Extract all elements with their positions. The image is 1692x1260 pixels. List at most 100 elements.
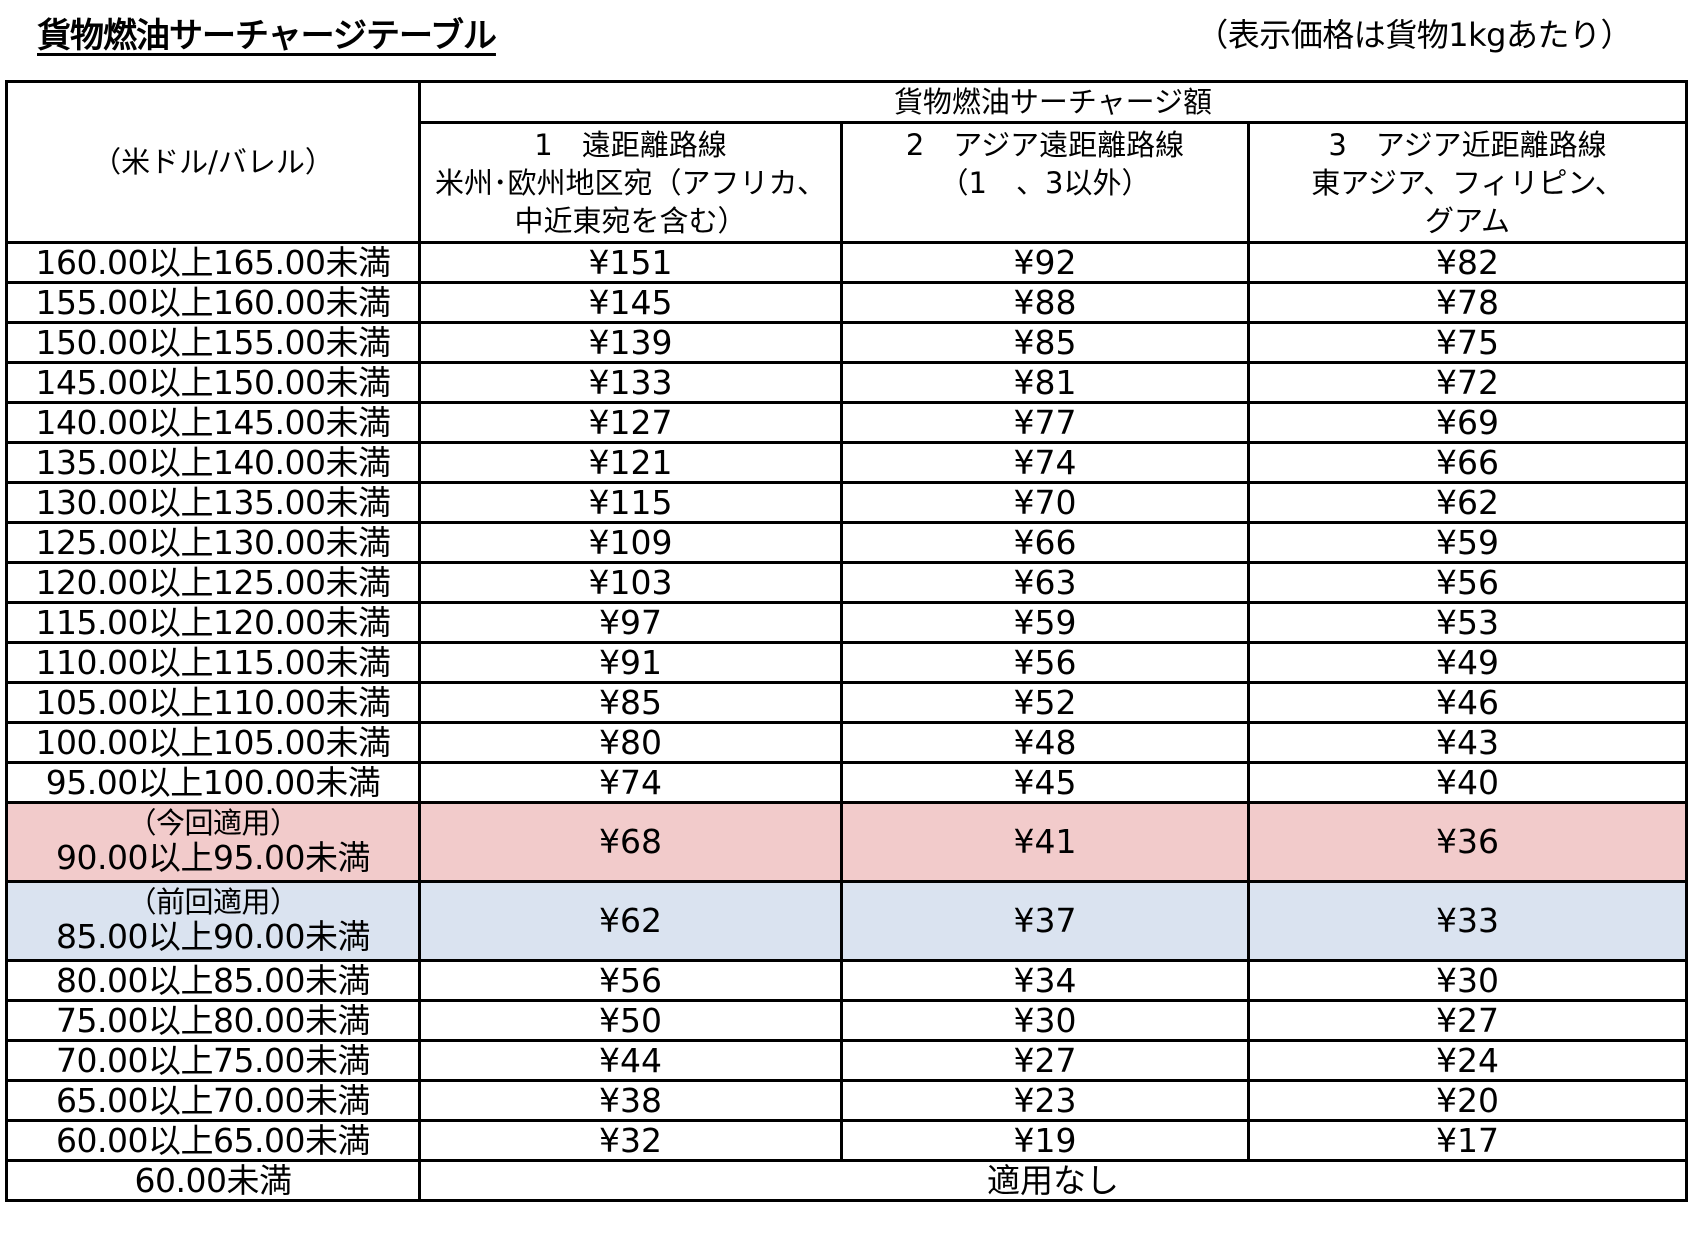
applied-period-note: （今回適用） (127, 806, 299, 840)
table-row: 75.00以上80.00未満 ¥50 ¥30 ¥27 (5, 999, 1688, 1042)
table-row: 95.00以上100.00未満 ¥74 ¥45 ¥40 (5, 761, 1688, 804)
range-text: 90.00以上95.00未満 (56, 838, 370, 877)
column-header-asia-short: 3 アジア近距離路線 東アジア、フィリピン、 グアム (1247, 121, 1688, 244)
table-row: 65.00以上70.00未満 ¥38 ¥23 ¥20 (5, 1079, 1688, 1122)
surcharge-value-cell: ¥20 (1247, 1079, 1688, 1122)
surcharge-value-cell: ¥85 (840, 321, 1250, 364)
surcharge-value-cell: ¥68 (418, 801, 843, 883)
surcharge-value-cell: ¥62 (418, 880, 843, 962)
surcharge-value-cell: ¥103 (418, 561, 843, 604)
column-header-line: 1 遠距離路線 (534, 127, 727, 162)
range-cell: 130.00以上135.00未満 (5, 481, 421, 524)
range-cell: 60.00以上65.00未満 (5, 1119, 421, 1162)
surcharge-value-cell: ¥33 (1247, 880, 1688, 962)
surcharge-value-cell: ¥34 (840, 959, 1250, 1002)
range-cell: 80.00以上85.00未満 (5, 959, 421, 1002)
column-header-line: 3 アジア近距離路線 (1328, 127, 1607, 162)
surcharge-value-cell: ¥17 (1247, 1119, 1688, 1162)
surcharge-value-cell: ¥74 (418, 761, 843, 804)
table-row: 160.00以上165.00未満 ¥151 ¥92 ¥82 (5, 241, 1688, 284)
range-cell: 105.00以上110.00未満 (5, 681, 421, 724)
range-cell: 75.00以上80.00未満 (5, 999, 421, 1042)
range-cell: 115.00以上120.00未満 (5, 601, 421, 644)
surcharge-value-cell: ¥127 (418, 401, 843, 444)
range-cell: （前回適用） 85.00以上90.00未満 (5, 880, 421, 962)
range-cell: 70.00以上75.00未満 (5, 1039, 421, 1082)
column-header-line: グアム (1425, 203, 1510, 238)
surcharge-value-cell: ¥56 (418, 959, 843, 1002)
surcharge-value-cell: ¥30 (840, 999, 1250, 1042)
range-cell: 150.00以上155.00未満 (5, 321, 421, 364)
surcharge-value-cell: ¥56 (840, 641, 1250, 684)
table-row: 105.00以上110.00未満 ¥85 ¥52 ¥46 (5, 681, 1688, 724)
range-column-header: （米ドル/バレル） (5, 80, 421, 244)
not-applicable-cell: 適用なし (418, 1159, 1688, 1202)
surcharge-value-cell: ¥24 (1247, 1039, 1688, 1082)
surcharge-value-cell: ¥115 (418, 481, 843, 524)
table-row: 140.00以上145.00未満 ¥127 ¥77 ¥69 (5, 401, 1688, 444)
table-row: 150.00以上155.00未満 ¥139 ¥85 ¥75 (5, 321, 1688, 364)
range-cell: 120.00以上125.00未満 (5, 561, 421, 604)
surcharge-value-cell: ¥53 (1247, 601, 1688, 644)
surcharge-group-header: 貨物燃油サーチャージ額 (418, 80, 1688, 124)
range-cell: 155.00以上160.00未満 (5, 281, 421, 324)
column-header-line: 米州･欧州地区宛（アフリカ、 (435, 165, 826, 200)
surcharge-value-cell: ¥37 (840, 880, 1250, 962)
surcharge-value-cell: ¥92 (840, 241, 1250, 284)
table-row: 115.00以上120.00未満 ¥97 ¥59 ¥53 (5, 601, 1688, 644)
surcharge-value-cell: ¥66 (840, 521, 1250, 564)
surcharge-value-cell: ¥85 (418, 681, 843, 724)
column-header-line: 中近東宛を含む） (514, 203, 747, 238)
table-row: 130.00以上135.00未満 ¥115 ¥70 ¥62 (5, 481, 1688, 524)
range-cell: 110.00以上115.00未満 (5, 641, 421, 684)
column-header-line: 2 アジア遠距離路線 (905, 127, 1185, 162)
range-cell: 140.00以上145.00未満 (5, 401, 421, 444)
surcharge-value-cell: ¥88 (840, 281, 1250, 324)
range-text: 85.00以上90.00未満 (56, 917, 370, 956)
surcharge-value-cell: ¥59 (840, 601, 1250, 644)
table-row: 125.00以上130.00未満 ¥109 ¥66 ¥59 (5, 521, 1688, 564)
range-cell: （今回適用） 90.00以上95.00未満 (5, 801, 421, 883)
surcharge-value-cell: ¥27 (840, 1039, 1250, 1082)
surcharge-value-cell: ¥97 (418, 601, 843, 644)
surcharge-value-cell: ¥23 (840, 1079, 1250, 1122)
surcharge-value-cell: ¥30 (1247, 959, 1688, 1002)
surcharge-value-cell: ¥48 (840, 721, 1250, 764)
surcharge-value-cell: ¥36 (1247, 801, 1688, 883)
surcharge-value-cell: ¥151 (418, 241, 843, 284)
surcharge-value-cell: ¥69 (1247, 401, 1688, 444)
surcharge-value-cell: ¥59 (1247, 521, 1688, 564)
table-row: 110.00以上115.00未満 ¥91 ¥56 ¥49 (5, 641, 1688, 684)
table-row: 145.00以上150.00未満 ¥133 ¥81 ¥72 (5, 361, 1688, 404)
surcharge-value-cell: ¥72 (1247, 361, 1688, 404)
surcharge-value-cell: ¥66 (1247, 441, 1688, 484)
range-cell: 125.00以上130.00未満 (5, 521, 421, 564)
table-row: 100.00以上105.00未満 ¥80 ¥48 ¥43 (5, 721, 1688, 764)
footer-range-cell: 60.00未満 (5, 1159, 421, 1202)
footer-row: 60.00未満 適用なし (5, 1159, 1688, 1202)
table-row: 120.00以上125.00未満 ¥103 ¥63 ¥56 (5, 561, 1688, 604)
table-row: 80.00以上85.00未満 ¥56 ¥34 ¥30 (5, 959, 1688, 1002)
surcharge-value-cell: ¥41 (840, 801, 1250, 883)
surcharge-value-cell: ¥38 (418, 1079, 843, 1122)
surcharge-value-cell: ¥82 (1247, 241, 1688, 284)
surcharge-value-cell: ¥70 (840, 481, 1250, 524)
range-cell: 145.00以上150.00未満 (5, 361, 421, 404)
surcharge-value-cell: ¥52 (840, 681, 1250, 724)
column-header-line: （1 、3以外） (939, 165, 1151, 200)
surcharge-value-cell: ¥75 (1247, 321, 1688, 364)
range-cell: 100.00以上105.00未満 (5, 721, 421, 764)
column-header-long-haul: 1 遠距離路線 米州･欧州地区宛（アフリカ、 中近東宛を含む） (418, 121, 843, 244)
surcharge-value-cell: ¥133 (418, 361, 843, 404)
column-header-line: 東アジア、フィリピン、 (1311, 165, 1624, 200)
surcharge-value-cell: ¥32 (418, 1119, 843, 1162)
surcharge-value-cell: ¥63 (840, 561, 1250, 604)
table-row: 135.00以上140.00未満 ¥121 ¥74 ¥66 (5, 441, 1688, 484)
surcharge-value-cell: ¥74 (840, 441, 1250, 484)
surcharge-value-cell: ¥46 (1247, 681, 1688, 724)
table-row: （今回適用） 90.00以上95.00未満 ¥68 ¥41 ¥36 (5, 801, 1688, 883)
surcharge-value-cell: ¥121 (418, 441, 843, 484)
table-body: 160.00以上165.00未満 ¥151 ¥92 ¥82 155.00以上160.00… (5, 241, 1688, 1202)
surcharge-value-cell: ¥91 (418, 641, 843, 684)
surcharge-value-cell: ¥49 (1247, 641, 1688, 684)
